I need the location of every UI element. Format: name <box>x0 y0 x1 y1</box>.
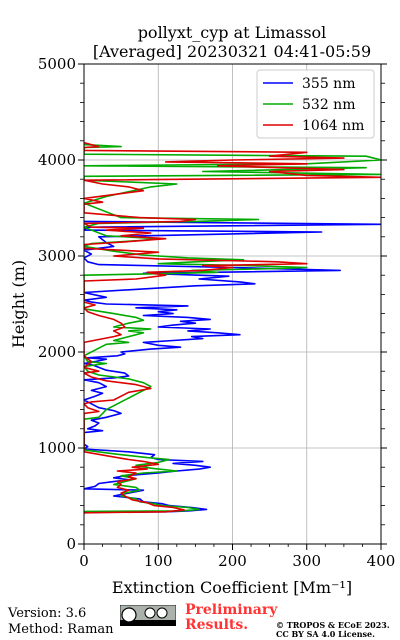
cc-by-sa-icon <box>120 605 176 626</box>
legend-box <box>256 69 375 139</box>
series-line-532-nm <box>84 143 381 513</box>
x-tick-label: 300 <box>292 552 321 570</box>
legend: 355 nm 532 nm 1064 nm <box>256 69 375 139</box>
chart-title-line2: [Averaged] 20230321 04:41-05:59 <box>93 42 371 61</box>
results-label: Results. <box>185 617 249 633</box>
version-label: Version: 3.6 <box>8 606 87 621</box>
preliminary-label: Preliminary <box>185 602 278 618</box>
x-axis-label: Extinction Coefficient [Mm⁻¹] <box>112 578 352 597</box>
y-tick-label: 1000 <box>38 439 76 457</box>
series-layer <box>84 141 381 514</box>
y-tick-label: 5000 <box>38 55 76 73</box>
method-label: Method: Raman <box>8 622 114 637</box>
y-tick-label: 2000 <box>38 343 76 361</box>
copyright-label: © TROPOS & ECoE 2023. <box>276 620 390 630</box>
series-line-355-nm <box>84 220 381 514</box>
series-line-1064-nm <box>84 141 381 514</box>
chart-title-line1: pollyxt_cyp at Limassol <box>138 23 327 42</box>
x-tick-label: 100 <box>144 552 173 570</box>
license-label: CC BY SA 4.0 License. <box>276 629 375 639</box>
y-tick-label: 0 <box>66 535 76 553</box>
x-tick-label: 200 <box>218 552 247 570</box>
legend-label-532: 532 nm <box>302 97 355 113</box>
legend-label-355: 355 nm <box>302 76 355 92</box>
x-tick-label: 0 <box>79 552 89 570</box>
y-tick-label: 4000 <box>38 151 76 169</box>
y-axis-label: Height (m) <box>9 260 28 348</box>
legend-label-1064: 1064 nm <box>302 118 364 134</box>
y-tick-label: 3000 <box>38 247 76 265</box>
x-tick-label: 400 <box>367 552 396 570</box>
